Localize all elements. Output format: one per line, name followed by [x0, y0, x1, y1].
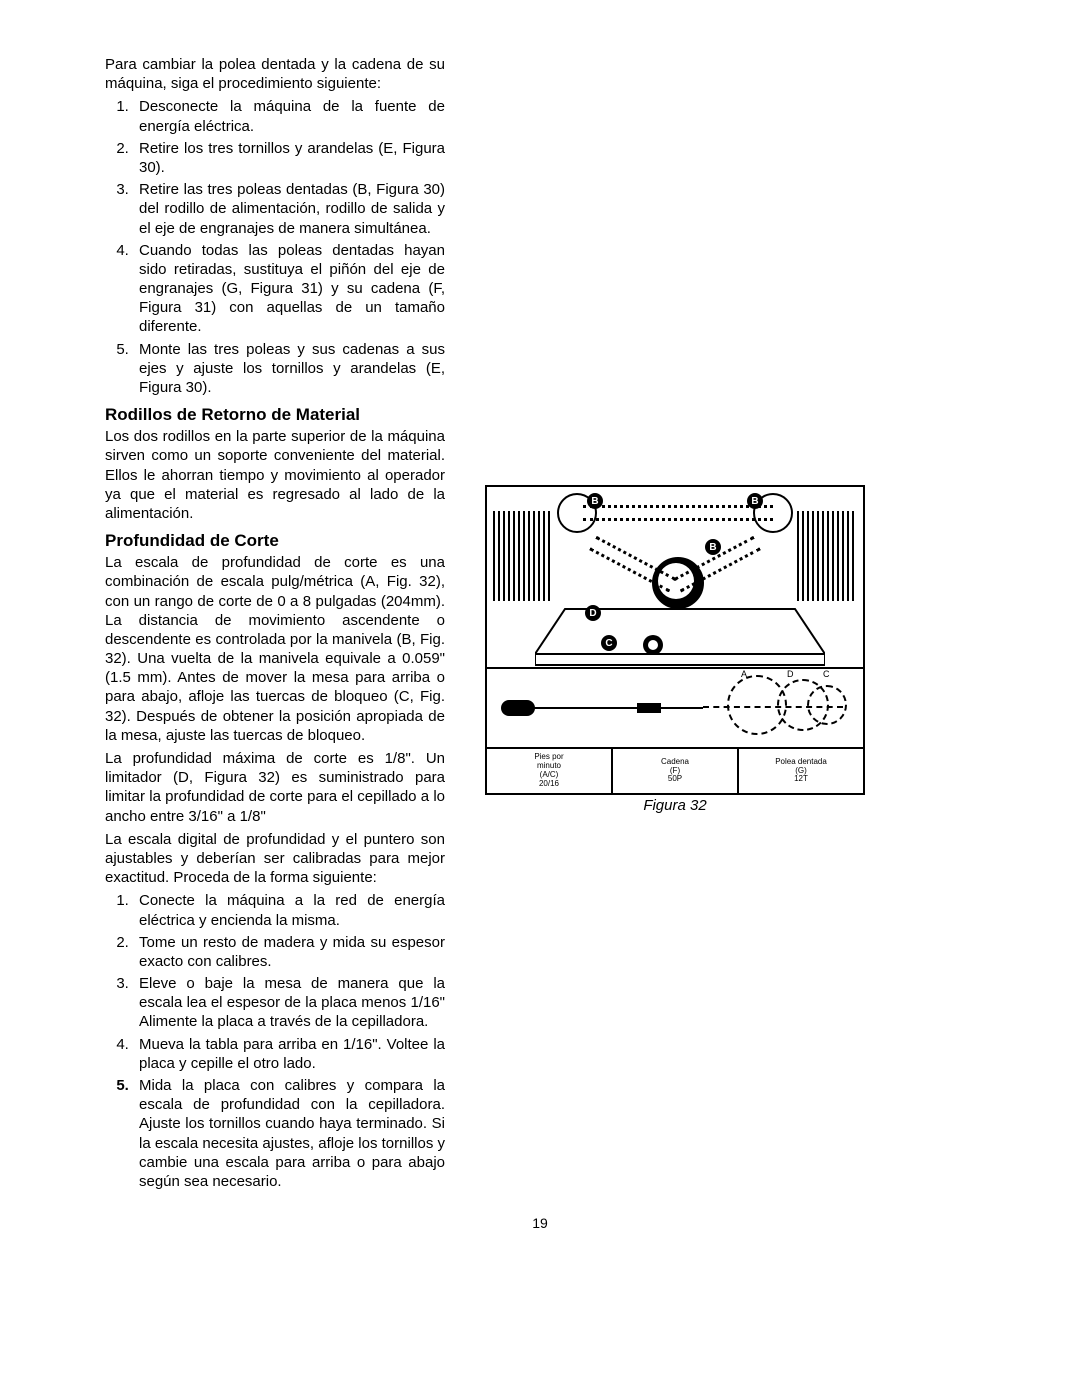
figure-top-panel: B B B D C	[487, 487, 863, 669]
rodillos-paragraph: Los dos rodillos en la parte superior de…	[105, 427, 445, 523]
procedure-list-1: Desconecte la máquina de la fuente de en…	[105, 97, 445, 397]
figure-32-illustration: B B B D C A	[485, 485, 865, 795]
label-B: B	[747, 493, 763, 509]
list2-item-bold: Mida la placa con calibres y compara la …	[133, 1076, 445, 1191]
list2-item: Eleve o baje la mesa de manera que la es…	[133, 974, 445, 1032]
procedure-list-2: Conecte la máquina a la red de energía e…	[105, 891, 445, 1191]
list2-item: Mueva la tabla para arriba en 1/16". Vol…	[133, 1035, 445, 1073]
table-slab-icon	[535, 599, 825, 669]
mid-label-A: A	[741, 669, 747, 679]
table-cell: Cadena (F) 50P	[613, 749, 739, 793]
table-cell: Polea dentada (G) 12T	[739, 749, 863, 793]
heading-profundidad: Profundidad de Corte	[105, 531, 445, 551]
label-B: B	[705, 539, 721, 555]
profundidad-p2: La profundidad máxima de corte es 1/8". …	[105, 749, 445, 826]
profundidad-p1: La escala de profundidad de corte es una…	[105, 553, 445, 745]
list1-item: Retire los tres tornillos y arandelas (E…	[133, 139, 445, 177]
list1-item: Monte las tres poleas y sus cadenas a su…	[133, 340, 445, 398]
figure-bottom-table: Pies por minuto (A/C) 20/16 Cadena (F) 5…	[487, 749, 863, 793]
figure-caption: Figura 32	[485, 797, 865, 814]
label-C: C	[601, 635, 617, 651]
page-number: 19	[105, 1215, 975, 1231]
heading-rodillos: Rodillos de Retorno de Material	[105, 405, 445, 425]
table-cell: Pies por minuto (A/C) 20/16	[487, 749, 613, 793]
profundidad-p3: La escala digital de profundidad y el pu…	[105, 830, 445, 888]
label-B: B	[587, 493, 603, 509]
label-D: D	[585, 605, 601, 621]
right-column: B B B D C A	[485, 55, 975, 1197]
left-column: Para cambiar la polea dentada y la caden…	[105, 55, 445, 1197]
two-column-layout: Para cambiar la polea dentada y la caden…	[105, 55, 975, 1197]
intro-paragraph: Para cambiar la polea dentada y la caden…	[105, 55, 445, 93]
mid-label-C: C	[823, 669, 830, 679]
list1-item: Cuando todas las poleas dentadas hayan s…	[133, 241, 445, 337]
list1-item: Desconecte la máquina de la fuente de en…	[133, 97, 445, 135]
mid-label-D: D	[787, 669, 794, 679]
figure-32: B B B D C A	[485, 485, 865, 814]
page: Para cambiar la polea dentada y la caden…	[0, 0, 1080, 1271]
figure-mid-panel: A D C	[487, 669, 863, 749]
list2-item: Tome un resto de madera y mida su espeso…	[133, 933, 445, 971]
list2-item: Conecte la máquina a la red de energía e…	[133, 891, 445, 929]
list1-item: Retire las tres poleas dentadas (B, Figu…	[133, 180, 445, 238]
